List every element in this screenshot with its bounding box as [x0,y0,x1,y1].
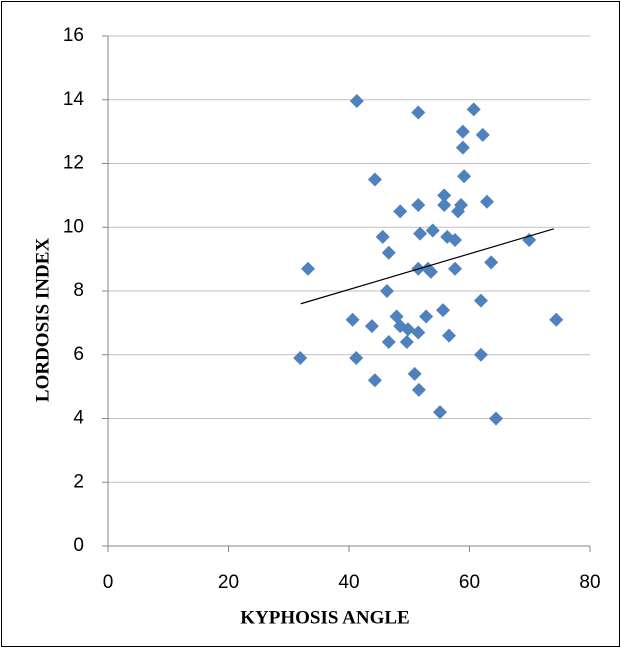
point [411,197,426,212]
y-tick-label: 2 [73,471,84,492]
point [411,382,426,397]
trendline [300,228,555,305]
y-tick-label: 14 [63,89,85,110]
point [457,169,472,184]
point [549,312,564,327]
y-tick-label: 6 [73,344,84,365]
point [451,204,466,219]
point [349,94,364,109]
point [349,350,364,365]
point [423,264,438,279]
x-tick-label: 40 [338,572,359,593]
point [401,322,416,337]
point [466,102,481,117]
point [381,335,396,349]
y-tick-label: 8 [73,280,84,301]
point [448,261,463,276]
x-axis-title: KYPHOSIS ANGLE [240,607,409,628]
point [381,245,396,260]
point [432,405,447,420]
point [522,233,537,247]
x-tick-label: 80 [579,572,600,593]
point [411,325,426,340]
point [367,373,382,388]
point [393,204,408,219]
y-tick-label: 10 [63,216,84,237]
point [473,293,488,308]
y-axis-title: LORDOSIS INDEX [32,238,53,402]
point [367,172,382,187]
point [473,347,488,362]
point [475,127,490,142]
x-tick-label: 20 [218,572,239,593]
point [437,188,452,203]
point [301,261,316,276]
point [399,335,414,349]
point [442,328,457,343]
point [413,226,428,241]
point [425,223,440,238]
y-tick-label: 16 [63,25,84,46]
point [489,411,504,426]
point [455,124,470,139]
point [364,319,379,334]
point [448,233,463,247]
point [345,312,360,327]
point [375,229,390,244]
x-tick-label: 0 [103,572,114,593]
x-tick-label: 60 [459,572,480,593]
point [437,197,452,212]
point [419,309,434,324]
point [407,366,422,381]
y-tick-label: 0 [73,535,84,556]
y-tick-label: 4 [73,408,84,429]
point [435,303,450,318]
point [455,140,470,155]
point [293,350,308,365]
point [411,105,426,120]
point [484,255,499,270]
point [479,194,494,209]
point [379,284,394,298]
y-tick-label: 12 [63,153,84,174]
